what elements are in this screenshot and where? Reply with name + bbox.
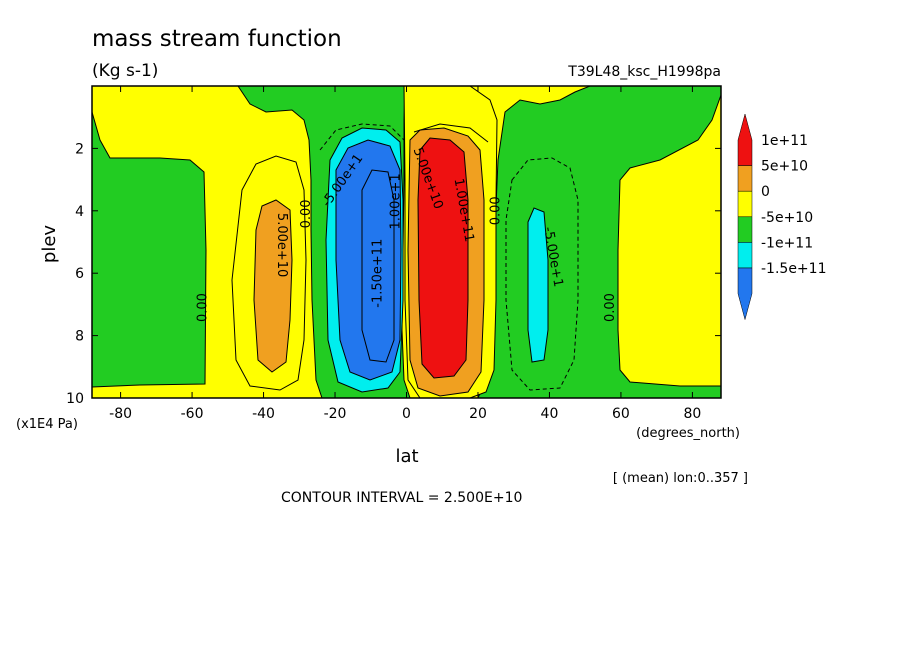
contour-fill-south-ferrel-orange bbox=[253, 199, 293, 373]
contour-label: -1.50e+11 bbox=[370, 239, 385, 308]
y-tick-label: 10 bbox=[66, 391, 84, 407]
colorbar-swatch bbox=[737, 267, 753, 321]
colorbar-label: 5e+10 bbox=[761, 159, 808, 175]
x-tick-label: 60 bbox=[612, 406, 630, 422]
colorbar-label: 1e+11 bbox=[761, 133, 808, 149]
colorbar-swatch bbox=[737, 165, 753, 192]
chart-subtitle: (Kg s-1) bbox=[92, 61, 158, 81]
plot-area bbox=[92, 86, 721, 398]
x-tick-label: 40 bbox=[541, 406, 559, 422]
colorbar: 1e+11 5e+10 0 -5e+10 -1e+11 -1.5e+11 bbox=[737, 113, 826, 321]
averaging-note: [ (mean) lon:0..357 ] bbox=[613, 471, 748, 486]
x-tick-label: 0 bbox=[402, 406, 411, 422]
y-axis-title: plev bbox=[39, 225, 60, 264]
contour-fill-south-hadley-blue bbox=[335, 139, 402, 381]
chart-title: mass stream function bbox=[92, 26, 342, 52]
x-axis: -80 -60 -40 -20 0 20 40 60 80 bbox=[109, 86, 701, 422]
contour-fill-north-polar-positive bbox=[617, 94, 721, 387]
contour-label: 0.00 bbox=[195, 293, 210, 322]
contour-label: 0.00 bbox=[603, 293, 618, 322]
y-tick-label: 6 bbox=[75, 266, 84, 282]
contour-label: 0.00 bbox=[299, 199, 314, 228]
colorbar-label: 0 bbox=[761, 184, 770, 200]
x-axis-title: lat bbox=[395, 446, 418, 467]
y-tick-label: 4 bbox=[75, 204, 84, 220]
contour-label: 5.00e+10 bbox=[274, 213, 289, 277]
colorbar-label: -1.5e+11 bbox=[761, 261, 826, 277]
x-tick-label: -80 bbox=[109, 406, 132, 422]
y-tick-label: 2 bbox=[75, 141, 84, 157]
contour-line-north-ferrel-dash bbox=[505, 157, 579, 391]
run-label: T39L48_ksc_H1998pa bbox=[567, 64, 721, 80]
contour-line-south-hadley-dash bbox=[319, 123, 405, 151]
contour-fill-south-polar bbox=[92, 111, 207, 388]
contour-line-south-ferrel-zero bbox=[231, 155, 307, 391]
colorbar-swatch bbox=[737, 190, 753, 218]
x-tick-label: 20 bbox=[469, 406, 487, 422]
colorbar-swatch bbox=[737, 242, 753, 269]
contour-fill-north-hadley-red bbox=[417, 137, 469, 379]
colorbar-label: -5e+10 bbox=[761, 210, 813, 226]
colorbar-label: -1e+11 bbox=[761, 235, 813, 251]
colorbar-swatch bbox=[737, 216, 753, 243]
contour-fill-south-hadley-core bbox=[361, 169, 395, 363]
contour-fill-north-ferrel-cyan bbox=[527, 207, 549, 363]
colorbar-swatch bbox=[737, 113, 753, 166]
contour-line-north-hadley-outer bbox=[413, 123, 489, 143]
x-tick-label: -40 bbox=[252, 406, 275, 422]
x-tick-label: 80 bbox=[683, 406, 701, 422]
contour-lines bbox=[231, 123, 579, 391]
y-axis-unit: (x1E4 Pa) bbox=[16, 417, 78, 432]
y-axis: 2 4 6 8 10 bbox=[66, 141, 721, 407]
contour-label: 0.00 bbox=[488, 196, 503, 225]
y-tick-label: 8 bbox=[75, 329, 84, 345]
contour-interval-note: CONTOUR INTERVAL = 2.500E+10 bbox=[281, 490, 522, 506]
x-axis-unit: (degrees_north) bbox=[636, 426, 740, 441]
x-tick-label: -20 bbox=[324, 406, 347, 422]
x-tick-label: -60 bbox=[181, 406, 204, 422]
contour-label: 1.00e+1 bbox=[388, 173, 403, 229]
